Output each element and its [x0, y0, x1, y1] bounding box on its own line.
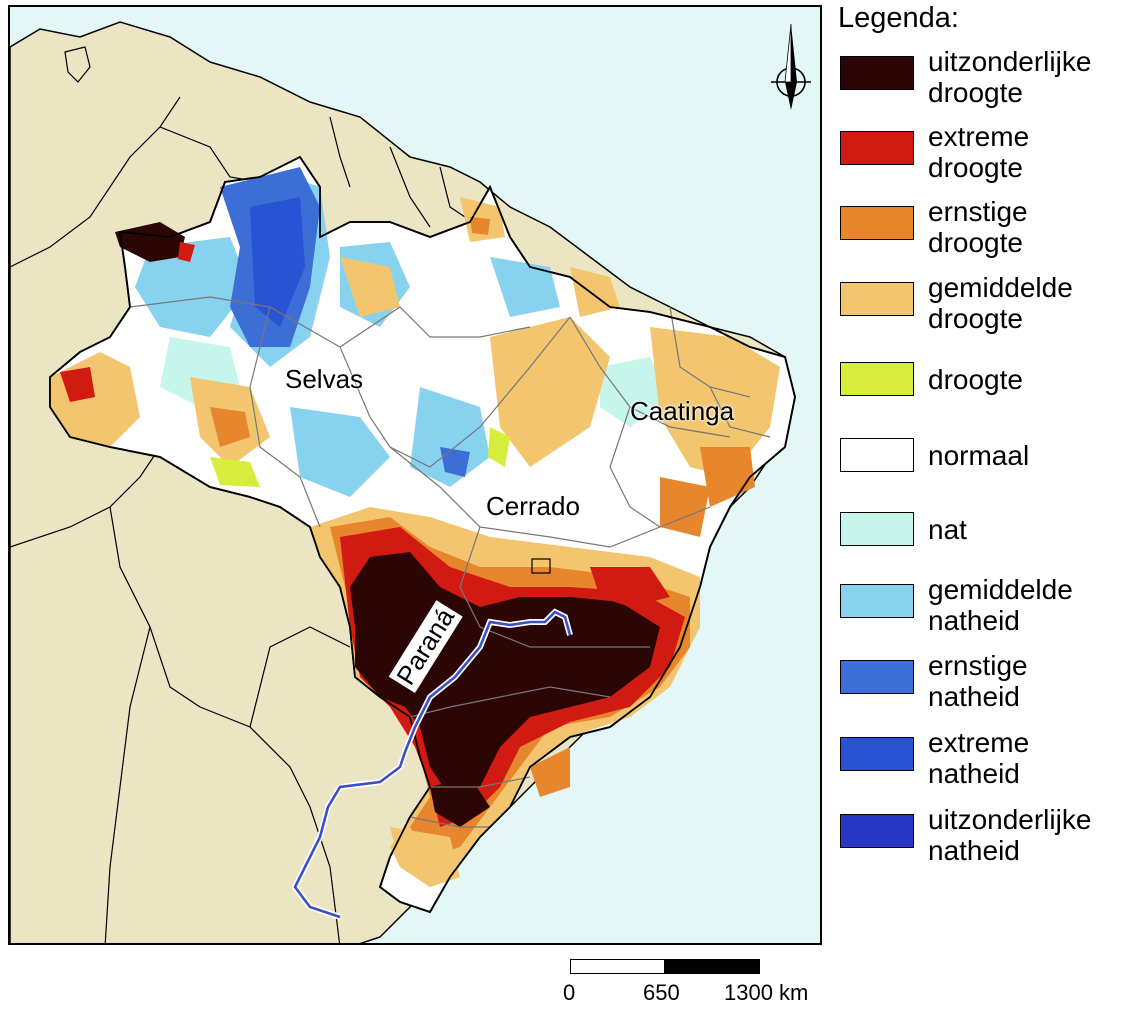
legend-swatch	[840, 206, 914, 240]
region-label-caatinga: Caatinga	[630, 396, 735, 426]
legend-label: uitzonderlijke droogte	[928, 46, 1092, 108]
map-canvas	[10, 7, 820, 943]
country-borders	[10, 96, 481, 943]
legend-swatch	[840, 737, 914, 771]
region-label-selvas: Selvas	[285, 364, 364, 394]
parana-river-line	[293, 610, 572, 919]
legend-item: extreme natheid	[838, 727, 1122, 793]
legend-label: gemiddelde natheid	[928, 574, 1073, 636]
scale-bar: 0 650 1300 km	[560, 956, 830, 1006]
map-frame: Selvas Caatinga Cerrado Paraná	[8, 5, 822, 945]
scale-segment-black	[664, 959, 760, 974]
north-arrow-icon	[771, 23, 811, 110]
legend-label: extreme natheid	[928, 727, 1030, 789]
legend-swatch	[840, 362, 914, 396]
state-borders	[129, 296, 771, 828]
capital-box	[531, 558, 551, 574]
legend-item: uitzonderlijke natheid	[838, 804, 1122, 870]
legend-item: uitzonderlijke droogte	[838, 46, 1122, 112]
legend-item: nat	[838, 512, 1122, 578]
brazil-outline	[49, 155, 796, 914]
scale-segment-white	[570, 959, 666, 974]
land-island	[64, 46, 91, 83]
legend-item: extreme droogte	[838, 121, 1122, 187]
legend-item: gemiddelde natheid	[838, 574, 1122, 640]
legend-swatch	[840, 56, 914, 90]
legend-swatch	[840, 660, 914, 694]
legend-item: ernstige natheid	[838, 650, 1122, 716]
legend-swatch	[840, 512, 914, 546]
legend-swatch	[840, 282, 914, 316]
legend-swatch	[840, 814, 914, 848]
scale-tick-1300: 1300 km	[724, 980, 809, 1005]
legend-item: normaal	[838, 438, 1122, 504]
legend-label: nat	[928, 514, 967, 545]
scale-tick-650: 650	[643, 980, 680, 1005]
legend-swatch	[840, 131, 914, 165]
dry-patches	[50, 197, 780, 537]
southeast-drought	[310, 507, 700, 887]
legend-swatch	[840, 584, 914, 618]
legend-label: gemiddelde droogte	[928, 272, 1073, 334]
legend-label: droogte	[928, 364, 1023, 395]
legend-item: ernstige droogte	[838, 196, 1122, 262]
legend-label: uitzonderlijke natheid	[928, 804, 1092, 866]
scale-tick-0: 0	[563, 980, 576, 1005]
legend-item: droogte	[838, 362, 1122, 428]
legend-label: ernstige droogte	[928, 196, 1028, 258]
legend-label: extreme droogte	[928, 121, 1030, 183]
legend-label: normaal	[928, 440, 1030, 471]
legend-label: ernstige natheid	[928, 650, 1028, 712]
legend-item: gemiddelde droogte	[838, 272, 1122, 338]
legend-title: Legenda:	[838, 2, 959, 34]
legend-swatch	[840, 438, 914, 472]
region-label-cerrado: Cerrado	[486, 491, 580, 521]
